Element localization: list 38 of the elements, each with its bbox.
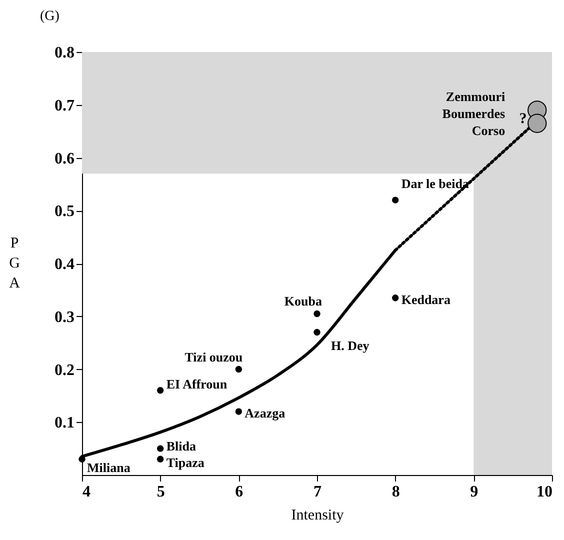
point	[156, 456, 164, 462]
point	[392, 294, 399, 302]
point	[235, 366, 242, 373]
annotation: ?	[519, 111, 527, 127]
point	[235, 408, 242, 415]
x-tick-label: 7	[314, 484, 322, 500]
point	[156, 387, 164, 394]
annotation: Tizi ouzou	[184, 349, 243, 364]
y-tick-label: 0.8	[54, 44, 74, 62]
x-tick-label: 10	[536, 484, 552, 500]
point	[314, 310, 320, 318]
x-tick-label: 6	[235, 484, 244, 500]
annotation: Kouba	[284, 294, 322, 309]
annotation: H. Dey	[331, 338, 370, 354]
annotation: Miliana	[87, 460, 131, 476]
point	[156, 445, 164, 452]
point	[314, 328, 320, 336]
y-tick-label: 0.4	[54, 256, 74, 273]
y-tick-label: 0.5	[54, 203, 74, 220]
x-tick-label: 4	[82, 484, 90, 500]
annotation: Azazga	[244, 406, 286, 421]
x-axis-title: Intensity	[291, 508, 344, 524]
chart-title: (G)	[40, 9, 60, 24]
x-tick-label: 9	[470, 484, 478, 500]
annotation: Blida	[166, 438, 196, 454]
x-tick-label: 8	[392, 484, 400, 500]
point	[392, 196, 399, 204]
x-tick-label: 5	[156, 484, 165, 500]
y-tick-label: 0.6	[54, 150, 74, 168]
annotation: EI Affroun	[166, 376, 228, 392]
y-tick-label: 0.7	[54, 97, 74, 114]
annotation: Zemmouri Boumerdes Corso	[442, 89, 506, 138]
y-tick-label: 0.2	[54, 362, 74, 379]
y-tick-label: 0.3	[54, 308, 74, 326]
y-axis-title: PGA	[9, 236, 20, 292]
annotation: Tipaza	[166, 455, 205, 470]
y-tick-label: 0.1	[54, 414, 74, 432]
annotation: Keddara	[401, 292, 451, 307]
